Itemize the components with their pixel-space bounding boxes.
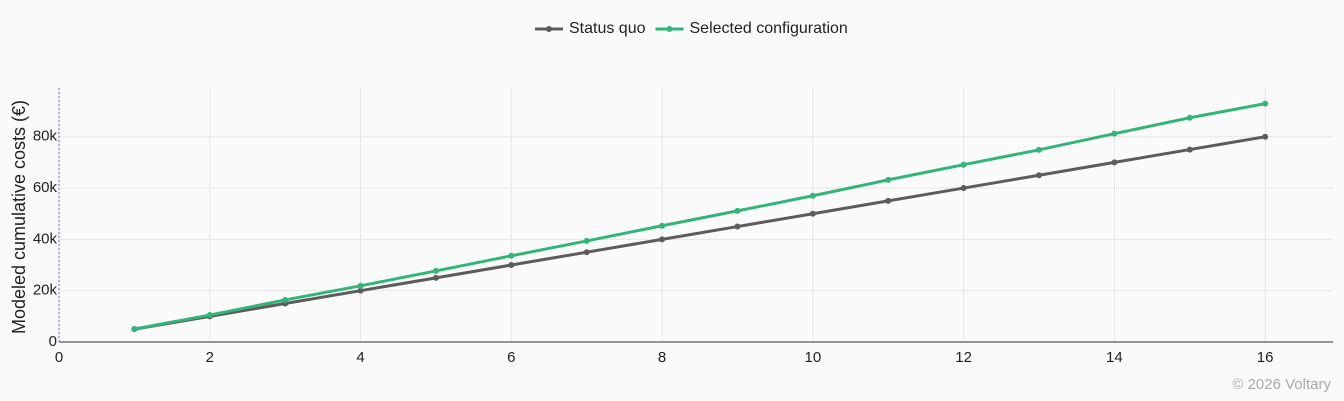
y-tick-label: 0 [49, 333, 57, 350]
point [583, 249, 590, 256]
y-tick-label: 40k [33, 230, 58, 247]
x-tick-label: 6 [507, 349, 515, 366]
legend-swatch-dot [546, 26, 552, 32]
x-tick-label: 8 [658, 349, 666, 366]
x-tick-label: 16 [1257, 349, 1274, 366]
footer: © 2026 Voltary [1232, 376, 1331, 393]
point [1036, 146, 1042, 153]
y-tick-label: 80k [33, 128, 58, 145]
series-line [134, 135, 1266, 331]
point [1036, 172, 1042, 179]
point [508, 252, 515, 259]
point [1262, 100, 1269, 107]
x-tick-label: 14 [1106, 349, 1123, 366]
legend-swatch-dot [666, 26, 673, 32]
y-axis-label: Modeled cumulative costs (€) [9, 100, 29, 334]
legend-label: Selected configuration [690, 20, 848, 37]
x-tick-label: 2 [206, 349, 214, 366]
series-line [134, 102, 1266, 331]
point [885, 197, 892, 204]
y-tick-label: 60k [33, 179, 58, 196]
point [131, 325, 138, 332]
point [1186, 114, 1193, 121]
point [809, 192, 816, 199]
point [960, 185, 967, 192]
point [432, 274, 439, 281]
point [1111, 130, 1118, 137]
point [809, 210, 816, 217]
point [659, 222, 666, 229]
x-tick-label: 12 [955, 349, 972, 366]
point [206, 312, 213, 319]
point [734, 223, 741, 230]
y-tick-label: 20k [33, 282, 58, 299]
point [1111, 159, 1118, 166]
point [960, 161, 967, 168]
point [1262, 133, 1269, 140]
point [508, 262, 515, 269]
point [282, 296, 289, 303]
point [659, 236, 666, 243]
x-tick-label: 0 [55, 349, 63, 366]
point [583, 237, 590, 244]
point [357, 287, 364, 294]
point [357, 282, 364, 289]
point [885, 176, 892, 183]
point [1186, 146, 1193, 153]
point [432, 267, 439, 274]
point [734, 207, 741, 214]
x-tick-label: 4 [356, 349, 364, 366]
x-tick-label: 10 [805, 349, 822, 366]
legend-label: Status quo [569, 20, 646, 37]
